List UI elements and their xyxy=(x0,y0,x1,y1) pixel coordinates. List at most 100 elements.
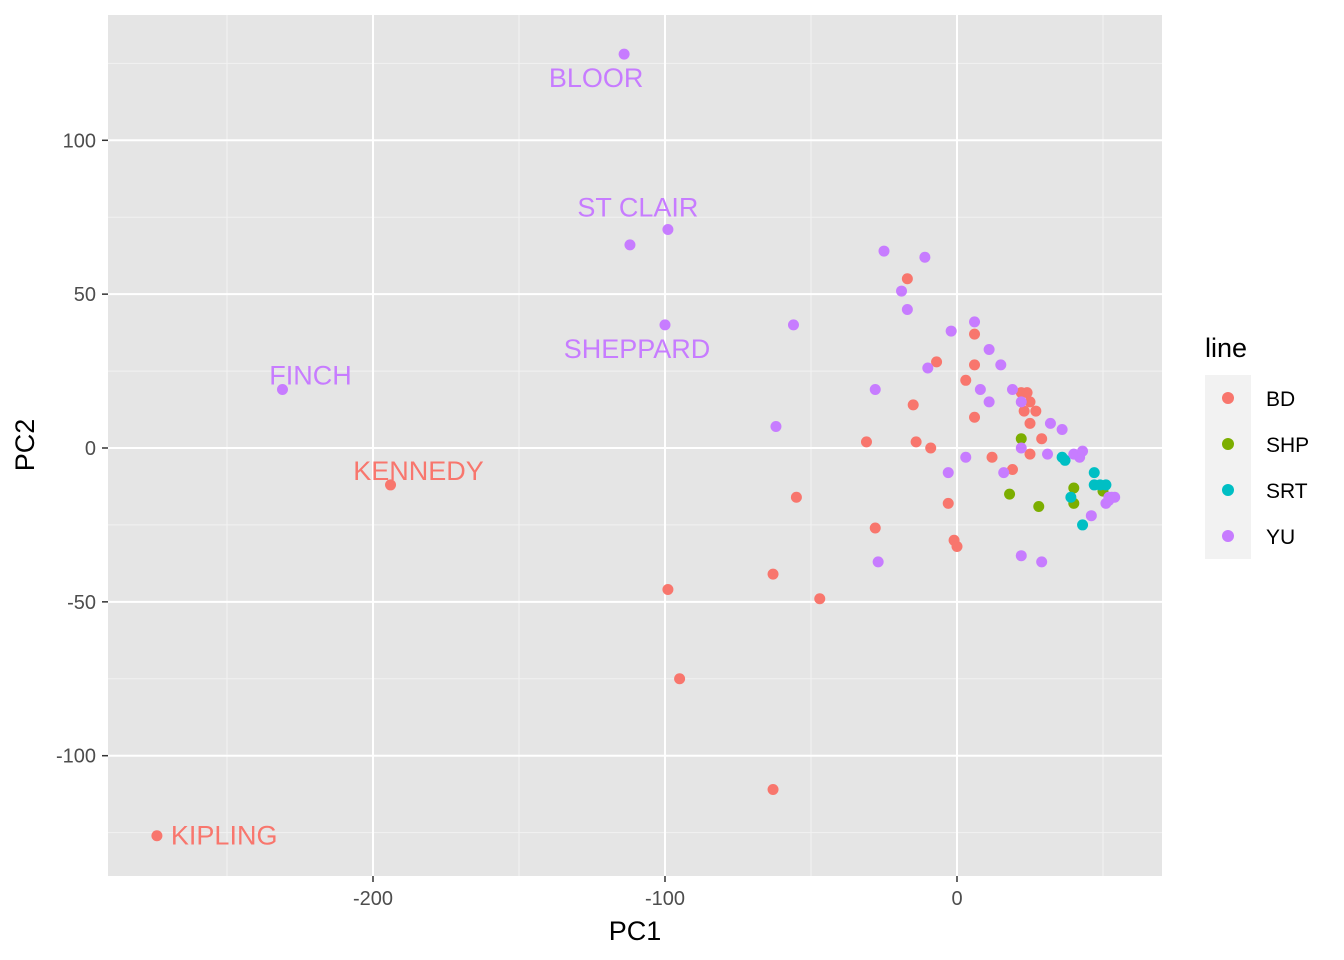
data-point-bd xyxy=(986,451,998,463)
y-tick-label: 0 xyxy=(85,438,96,460)
data-point-bd xyxy=(969,328,981,340)
data-point-bd xyxy=(814,593,826,605)
data-point-bd xyxy=(951,540,963,552)
y-tick-label: -100 xyxy=(56,746,96,768)
data-point-yu xyxy=(960,451,972,463)
data-point-yu xyxy=(983,344,995,356)
point-annotation: KENNEDY xyxy=(353,456,484,486)
data-point-bd xyxy=(1024,448,1036,460)
data-point-bd xyxy=(969,359,981,371)
legend-label: BD xyxy=(1266,388,1295,411)
legend: line BD SHP SRT YU xyxy=(1205,333,1309,559)
data-point-yu xyxy=(624,239,636,251)
data-point-srt xyxy=(1065,491,1077,503)
data-point-bd xyxy=(869,522,881,534)
data-point-bd xyxy=(767,568,779,580)
data-point-yu xyxy=(276,384,288,396)
data-point-yu xyxy=(1036,556,1048,568)
data-point-bd xyxy=(925,442,937,454)
x-axis-title: PC1 xyxy=(609,916,662,946)
data-point-bd xyxy=(860,436,872,448)
data-point-srt xyxy=(1100,479,1112,491)
data-point-yu xyxy=(770,420,782,432)
x-tick-label: 0 xyxy=(951,888,962,910)
data-point-bd xyxy=(910,436,922,448)
data-point-shp xyxy=(1015,433,1027,445)
data-point-bd xyxy=(385,479,397,491)
data-point-bd xyxy=(1036,433,1048,445)
data-point-yu xyxy=(896,285,908,297)
data-point-bd xyxy=(1006,464,1018,476)
legend-label: YU xyxy=(1266,526,1295,549)
data-point-bd xyxy=(960,374,972,386)
data-point-yu xyxy=(662,224,674,236)
y-tick-label: -50 xyxy=(67,592,96,614)
legend-key-point xyxy=(1222,392,1234,404)
data-point-bd xyxy=(907,399,919,411)
data-point-bd xyxy=(151,830,163,842)
data-point-shp xyxy=(1033,500,1045,512)
x-tick-label: -100 xyxy=(645,888,685,910)
data-point-yu xyxy=(1015,442,1027,454)
data-point-yu xyxy=(945,325,957,337)
data-point-yu xyxy=(618,48,630,60)
point-annotation: BLOOR xyxy=(549,63,644,93)
data-point-yu xyxy=(1056,424,1068,436)
data-point-shp xyxy=(1068,482,1080,494)
y-tick-label: 50 xyxy=(74,284,96,306)
data-point-yu xyxy=(1044,417,1056,429)
data-points xyxy=(151,48,1121,842)
legend-label: SHP xyxy=(1266,434,1309,457)
data-point-srt xyxy=(1059,454,1071,466)
data-point-yu xyxy=(1085,510,1097,522)
data-point-yu xyxy=(983,396,995,408)
y-axis-title: PC2 xyxy=(10,419,40,472)
data-point-bd xyxy=(1024,417,1036,429)
plot-panel xyxy=(108,15,1162,876)
data-point-yu xyxy=(1100,497,1112,509)
data-point-yu xyxy=(1042,448,1054,460)
data-point-bd xyxy=(790,491,802,503)
data-point-srt xyxy=(1077,519,1089,531)
data-point-yu xyxy=(998,467,1010,479)
data-point-yu xyxy=(869,384,881,396)
legend-label: SRT xyxy=(1266,480,1308,503)
data-point-bd xyxy=(767,784,779,796)
data-point-yu xyxy=(1015,396,1027,408)
data-point-yu xyxy=(878,245,890,257)
data-point-bd xyxy=(662,584,674,596)
point-annotation: ST CLAIR xyxy=(577,193,698,223)
data-point-yu xyxy=(1015,550,1027,562)
data-point-bd xyxy=(901,273,913,285)
data-point-bd xyxy=(1030,405,1042,417)
data-point-bd xyxy=(931,356,943,368)
data-point-bd xyxy=(942,497,954,509)
legend-key-point xyxy=(1222,530,1234,542)
point-annotations: BLOOR ST CLAIR SHEPPARD FINCH KENNEDY KIPLING xyxy=(171,63,710,851)
y-tick-label: 100 xyxy=(63,130,96,152)
data-point-yu xyxy=(974,384,986,396)
data-point-yu xyxy=(901,304,913,316)
data-point-shp xyxy=(1004,488,1016,500)
data-point-bd xyxy=(1024,396,1036,408)
data-point-bd xyxy=(1018,405,1030,417)
data-point-yu xyxy=(995,359,1007,371)
data-point-yu xyxy=(872,556,884,568)
data-point-yu xyxy=(659,319,671,331)
data-point-yu xyxy=(1006,384,1018,396)
data-point-yu xyxy=(942,467,954,479)
data-point-yu xyxy=(1077,445,1089,457)
data-point-srt xyxy=(1088,467,1100,479)
data-point-yu xyxy=(919,251,931,263)
point-annotation: FINCH xyxy=(269,361,352,391)
point-annotation: SHEPPARD xyxy=(564,334,711,364)
grid-lines xyxy=(108,15,1162,876)
axes: -200 -100 0 -100 -50 0 50 100 xyxy=(56,130,963,910)
data-point-yu xyxy=(969,316,981,328)
data-point-bd xyxy=(1021,387,1033,399)
x-tick-label: -200 xyxy=(353,888,393,910)
data-point-bd xyxy=(674,673,686,685)
legend-title: line xyxy=(1205,333,1247,363)
legend-key-point xyxy=(1222,484,1234,496)
